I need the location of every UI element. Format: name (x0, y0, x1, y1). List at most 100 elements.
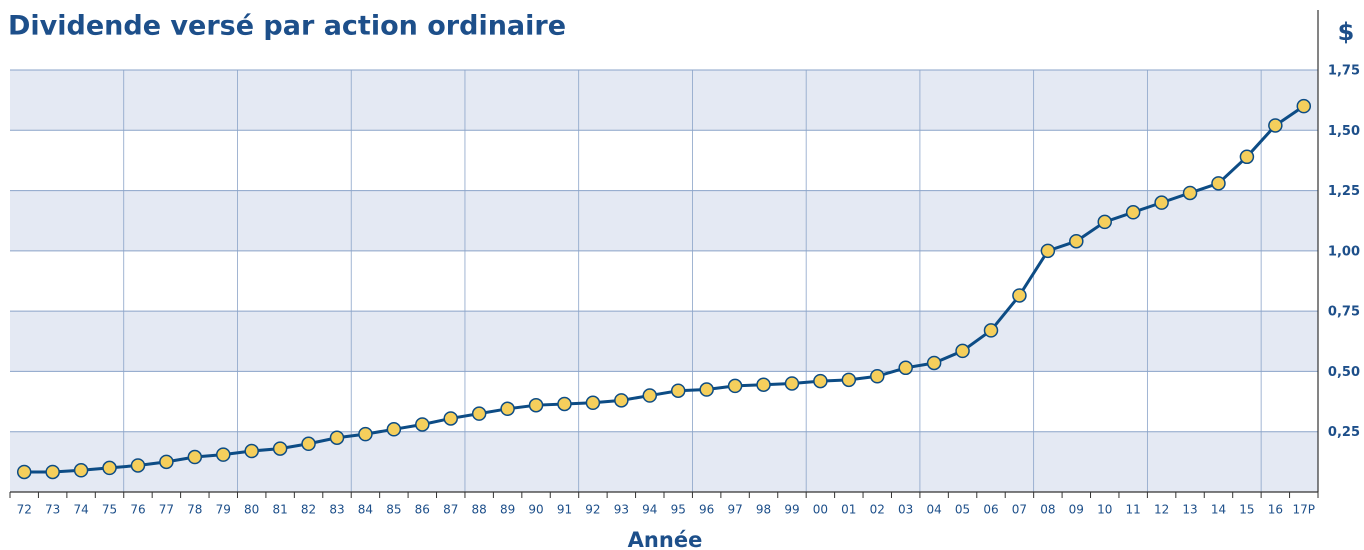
point (415, 417, 430, 432)
point (1182, 185, 1198, 201)
x-tick-label: 74 (73, 503, 88, 517)
band (10, 70, 1318, 131)
x-tick-label: 90 (528, 503, 543, 517)
point (45, 464, 60, 480)
x-tick-label: 06 (983, 503, 998, 517)
x-tick-label: 93 (614, 503, 629, 517)
x-tick-label: 73 (45, 503, 60, 517)
point (1012, 288, 1027, 303)
x-tick-label: 92 (585, 503, 600, 517)
point (784, 376, 800, 391)
chart-title: Dividende versé par action ordinaire (8, 11, 566, 42)
x-tick-label: 17P (1293, 503, 1316, 517)
point (358, 426, 373, 442)
x-tick-label: 84 (358, 503, 373, 517)
y-tick-label: 1,00 (1328, 244, 1360, 259)
x-tick-label: 01 (841, 503, 856, 517)
y-tick-label: 0,50 (1328, 365, 1360, 380)
x-tick-label: 04 (926, 503, 941, 517)
point (272, 441, 288, 456)
x-tick-label: 97 (727, 503, 742, 517)
point (1211, 176, 1226, 191)
point (102, 460, 117, 476)
point (813, 373, 828, 389)
point (699, 382, 714, 397)
point (585, 395, 601, 411)
point (983, 323, 999, 338)
x-tick-label: 09 (1069, 503, 1084, 517)
x-tick-label: 95 (671, 503, 686, 517)
point (670, 383, 686, 398)
band (10, 431, 1318, 492)
x-tick-label: 87 (443, 503, 458, 517)
point (1154, 195, 1169, 210)
x-tick-label: 12 (1154, 503, 1169, 517)
x-tick-label: 86 (415, 503, 430, 517)
point (955, 343, 970, 359)
point (1040, 243, 1056, 259)
point (1069, 233, 1084, 249)
x-tick-label: 76 (130, 503, 145, 517)
x-tick-label: 89 (500, 503, 515, 517)
point (642, 388, 658, 403)
x-tick-label: 07 (1012, 503, 1027, 517)
point (386, 422, 402, 437)
y-tick-label: 1,75 (1328, 64, 1360, 79)
x-tick-label: 94 (642, 503, 657, 517)
x-tick-label: 08 (1040, 503, 1055, 517)
point (841, 372, 857, 388)
point (329, 430, 345, 445)
y-tick-label: 1,50 (1328, 124, 1360, 139)
x-tick-label: 15 (1239, 503, 1254, 517)
point (870, 369, 885, 384)
x-tick-label: 91 (557, 503, 572, 517)
band (10, 190, 1318, 251)
x-tick-label: 05 (955, 503, 970, 517)
x-tick-label: 80 (244, 503, 259, 517)
x-tick-label: 03 (898, 503, 913, 517)
point (471, 406, 487, 421)
point (898, 360, 913, 376)
line (24, 104, 1305, 474)
x-tick-label: 82 (301, 503, 316, 517)
point (216, 447, 231, 462)
point (16, 464, 32, 480)
x-tick-label: 88 (472, 503, 487, 517)
point (756, 377, 771, 392)
x-tick-label: 14 (1211, 503, 1226, 517)
point (244, 443, 259, 459)
x-tick-label: 75 (102, 503, 117, 517)
x-tick-label: 79 (216, 503, 231, 517)
x-axis-label: Année (628, 528, 703, 550)
point (130, 458, 146, 473)
x-tick-label: 16 (1268, 503, 1283, 517)
y-tick-label: 0,25 (1328, 425, 1360, 440)
x-tick-label: 81 (272, 503, 287, 517)
point (187, 449, 203, 465)
point (528, 397, 544, 413)
y-tick-label: 0,75 (1328, 305, 1360, 320)
point (926, 355, 942, 371)
point (301, 436, 316, 452)
point (73, 463, 89, 478)
point (500, 401, 515, 417)
point (1296, 98, 1312, 114)
x-tick-label: 83 (329, 503, 344, 517)
x-tick-label: 13 (1182, 503, 1197, 517)
x-tick-label: 99 (784, 503, 799, 517)
x-tick-label: 77 (159, 503, 174, 517)
x-tick-label: 78 (187, 503, 202, 517)
point (443, 411, 458, 426)
x-tick-label: 85 (386, 503, 401, 517)
point (557, 396, 572, 412)
x-tick-label: 96 (699, 503, 714, 517)
x-tick-label: 02 (870, 503, 885, 517)
x-tick-label: 98 (756, 503, 771, 517)
x-tick-label: 00 (813, 503, 828, 517)
point (1097, 214, 1112, 230)
point (1125, 205, 1141, 220)
point (727, 378, 743, 394)
x-tick-label: 11 (1126, 503, 1141, 517)
point (159, 454, 174, 470)
